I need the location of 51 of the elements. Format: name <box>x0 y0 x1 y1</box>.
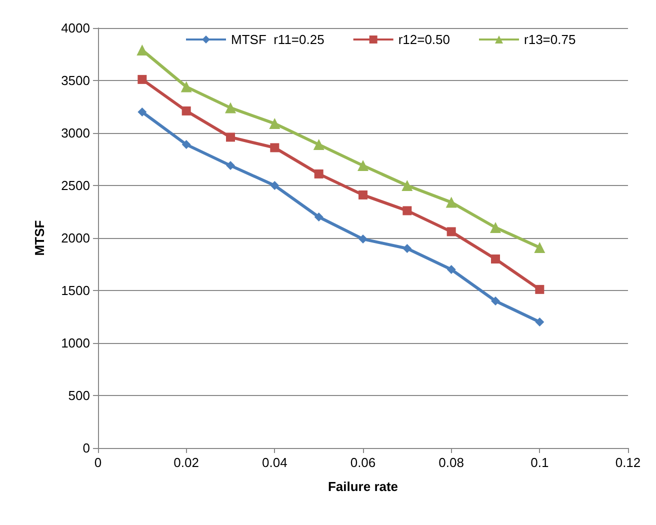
point <box>226 132 235 142</box>
y-tick-label: 1500 <box>61 283 90 298</box>
point <box>358 234 368 244</box>
y-tick-label: 3000 <box>61 126 90 140</box>
point <box>446 196 457 208</box>
point <box>269 118 280 130</box>
point <box>182 140 191 150</box>
point <box>270 143 280 152</box>
x-tick-label: 0.08 <box>438 455 464 470</box>
point <box>226 161 235 170</box>
legend-label: MTSF r11=0.25 <box>231 32 324 47</box>
point <box>535 284 544 294</box>
legend-label: r13=0.75 <box>524 32 576 47</box>
y-tick-label: 2000 <box>61 230 90 246</box>
point <box>180 81 192 92</box>
y-tick-label: 500 <box>68 388 90 403</box>
point <box>446 227 456 236</box>
y-tick-label: 2500 <box>61 178 90 193</box>
point <box>182 106 191 116</box>
x-tick-label: 0.04 <box>262 455 288 470</box>
y-tick-label: 1000 <box>61 336 90 350</box>
y-tick-label: 3500 <box>61 73 90 88</box>
y-tick-label: 0 <box>82 440 90 456</box>
x-tick-label: 0.12 <box>615 455 641 470</box>
point <box>402 180 413 191</box>
point <box>138 108 147 116</box>
point <box>313 139 324 150</box>
point <box>490 222 501 233</box>
point <box>358 190 368 200</box>
point <box>535 318 544 326</box>
x-tick-label: 0.1 <box>530 455 549 470</box>
point <box>270 181 280 190</box>
point <box>446 265 456 274</box>
point <box>138 74 147 84</box>
x-tick-label: 0.02 <box>174 455 199 470</box>
point <box>402 244 412 253</box>
y-tick-label: 4000 <box>61 20 90 36</box>
point <box>534 242 546 253</box>
legend-label: r12=0.50 <box>398 32 450 47</box>
point <box>491 296 500 306</box>
x-tick-label: 0 <box>94 455 102 470</box>
point <box>314 169 324 178</box>
point <box>314 212 324 222</box>
y-axis-title: MTSF <box>32 220 47 256</box>
x-tick-label: 0.06 <box>350 455 376 470</box>
x-axis-title: Failure rate <box>328 479 398 494</box>
point <box>225 102 236 114</box>
point <box>136 44 148 56</box>
point <box>491 254 500 264</box>
point <box>402 206 412 216</box>
point <box>358 160 368 172</box>
